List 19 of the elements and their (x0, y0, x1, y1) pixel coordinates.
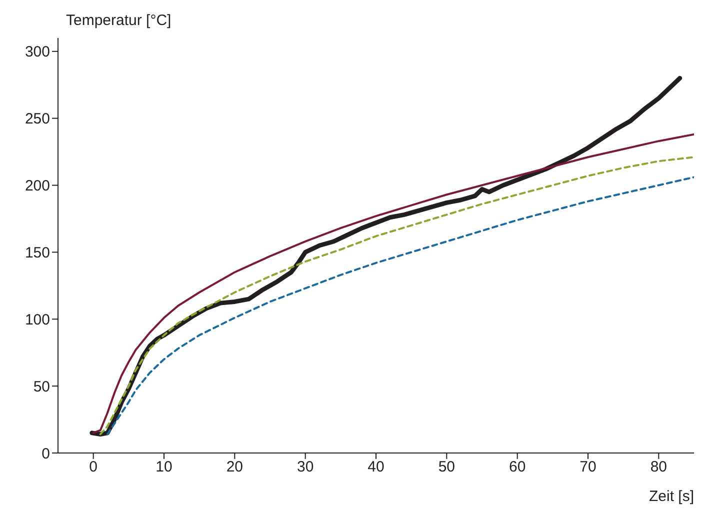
y-axis-title: Temperatur [°C] (66, 12, 172, 29)
x-tick-label: 30 (296, 458, 314, 476)
y-tick-label: 200 (24, 178, 50, 195)
y-tick-label: 100 (24, 311, 50, 328)
y-tick-label: 150 (24, 244, 50, 262)
x-tick-label: 40 (368, 458, 384, 476)
x-tick-label: 80 (650, 458, 668, 476)
x-tick-label: 60 (508, 458, 526, 476)
y-tick-label: 50 (33, 378, 50, 396)
x-tick-label: 20 (226, 458, 244, 476)
line-series (90, 76, 682, 437)
x-tick-label: 70 (580, 458, 596, 476)
y-tick-label: 0 (42, 445, 50, 462)
x-tick-label: 10 (156, 458, 172, 476)
x-tick-label: 0 (89, 458, 98, 476)
y-tick-label: 300 (24, 44, 50, 61)
x-tick-label: 50 (438, 458, 456, 476)
x-axis-title: Zeit [s] (648, 488, 694, 505)
y-tick-label: 250 (24, 110, 50, 128)
